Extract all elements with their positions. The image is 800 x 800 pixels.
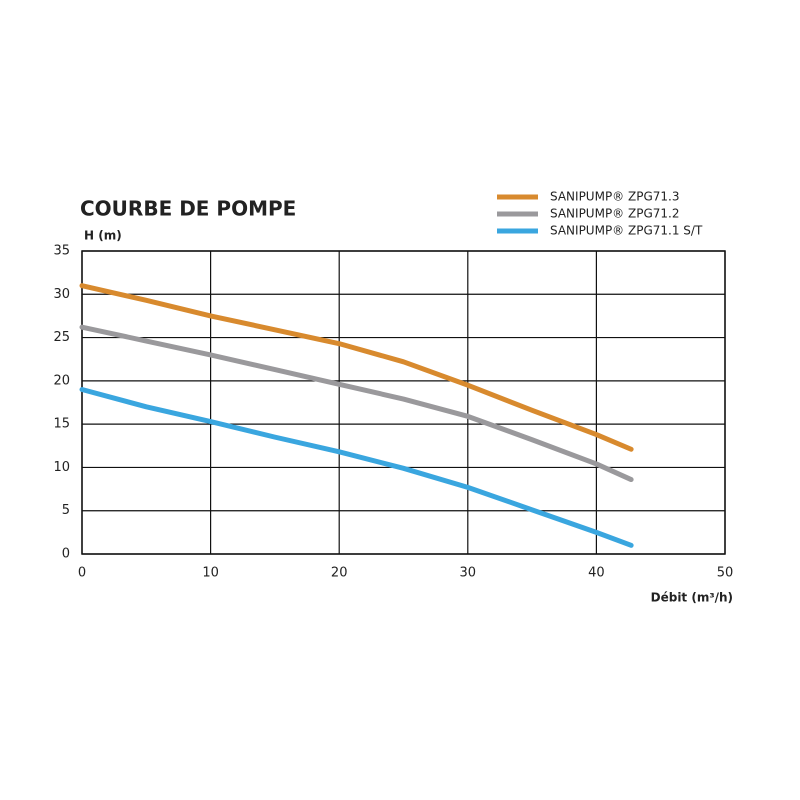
data-line: [79, 283, 634, 452]
x-tick-label: 30: [460, 566, 477, 581]
y-tick-label: 30: [53, 287, 70, 302]
chart-title: COURBE DE POMPE: [80, 197, 296, 221]
x-tick-label: 20: [331, 566, 348, 581]
y-tick-label: 25: [53, 330, 70, 345]
plot-border: [81, 250, 726, 555]
legend-label: SANIPUMP® ZPG71.3: [550, 190, 679, 204]
y-tick-label: 20: [53, 373, 70, 388]
x-axis-label: Débit (m³/h): [651, 591, 733, 605]
x-tick-label: 0: [78, 566, 86, 581]
y-tick-label: 0: [62, 547, 70, 562]
x-tick-label: 50: [717, 566, 734, 581]
y-tick-label: 5: [62, 503, 70, 518]
y-tick-label: 15: [53, 417, 70, 432]
x-tick-label: 40: [588, 566, 605, 581]
legend-label: SANIPUMP® ZPG71.1 S/T: [550, 224, 703, 238]
y-axis-label: H (m): [84, 229, 122, 243]
data-line: [79, 324, 634, 483]
y-tick-label: 10: [53, 460, 70, 475]
data-line: [79, 387, 634, 548]
y-tick-label: 35: [53, 244, 70, 259]
x-tick-label: 10: [202, 566, 219, 581]
legend-label: SANIPUMP® ZPG71.2: [550, 207, 679, 221]
